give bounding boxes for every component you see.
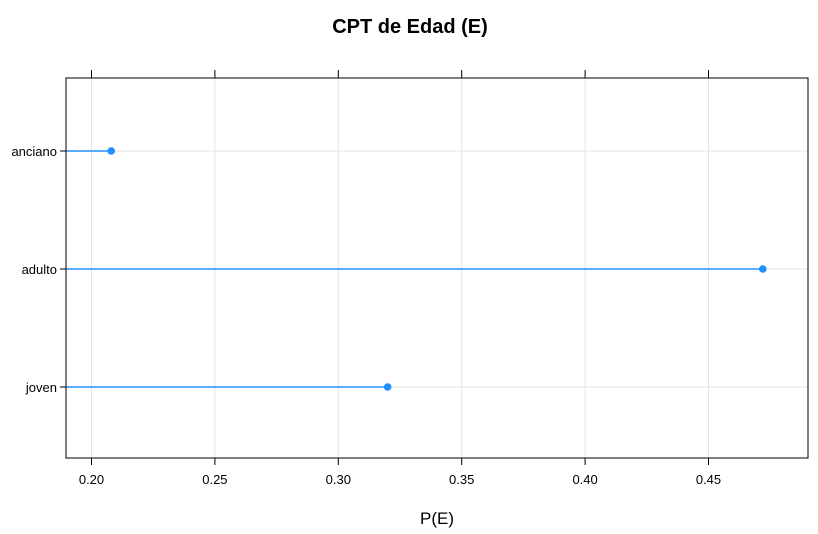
grid bbox=[66, 78, 808, 458]
x-tick-label: 0.20 bbox=[79, 472, 104, 487]
y-category-label: joven bbox=[25, 380, 57, 395]
lollipop-point-joven bbox=[383, 383, 392, 391]
x-tick-label: 0.25 bbox=[202, 472, 227, 487]
chart-title: CPT de Edad (E) bbox=[332, 16, 488, 38]
y-category-label: adulto bbox=[22, 262, 57, 277]
x-axis-label: P(E) bbox=[420, 509, 454, 528]
lollipop-point-anciano bbox=[107, 147, 116, 155]
axis-ticks: 0.20 0.25 0.30 0.35 0.40 0.45 anciano adulto jov… bbox=[11, 70, 721, 487]
x-tick-label: 0.35 bbox=[449, 472, 474, 487]
plot-frame bbox=[65, 77, 809, 459]
x-tick-label: 0.45 bbox=[696, 472, 721, 487]
series bbox=[66, 147, 767, 391]
x-tick-label: 0.30 bbox=[326, 472, 351, 487]
lollipop-point-adulto bbox=[758, 265, 767, 273]
x-tick-label: 0.40 bbox=[572, 472, 597, 487]
y-category-label: anciano bbox=[11, 144, 57, 159]
